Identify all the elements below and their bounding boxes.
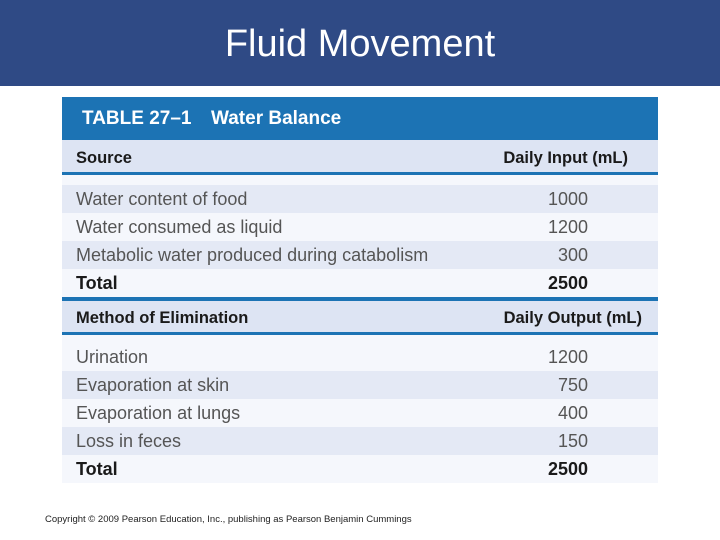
row-value: 1000 bbox=[547, 189, 588, 209]
total-value: 2500 bbox=[547, 273, 588, 293]
row-value: 750 bbox=[557, 375, 588, 395]
table-header: TABLE 27–1 Water Balance bbox=[62, 97, 658, 140]
row-value: 1200 bbox=[547, 347, 588, 367]
input-col-source: Source bbox=[76, 149, 132, 167]
row-value: 300 bbox=[557, 245, 588, 265]
row-label: Evaporation at skin bbox=[76, 375, 230, 395]
total-row: Total 2500 bbox=[62, 455, 658, 483]
output-col-value: Daily Output (mL) bbox=[503, 309, 642, 327]
spacer-row bbox=[62, 335, 658, 345]
table-number: TABLE 27–1 bbox=[82, 108, 192, 129]
copyright-text: Copyright © 2009 Pearson Education, Inc.… bbox=[45, 514, 412, 525]
table-name: Water Balance bbox=[211, 108, 342, 129]
table-row: Water consumed as liquid 1200 bbox=[62, 213, 658, 241]
total-row: Total 2500 bbox=[62, 269, 658, 297]
input-col-value: Daily Input (mL) bbox=[503, 149, 628, 167]
total-label: Total bbox=[76, 459, 118, 479]
row-value: 1200 bbox=[547, 217, 588, 237]
title-bar bbox=[0, 0, 720, 86]
water-balance-table: TABLE 27–1 Water Balance Source Daily In… bbox=[62, 97, 658, 491]
total-value: 2500 bbox=[547, 459, 588, 479]
row-label: Metabolic water produced during cataboli… bbox=[76, 245, 429, 265]
row-label: Water content of food bbox=[76, 189, 248, 209]
output-col-source: Method of Elimination bbox=[76, 309, 249, 327]
table-row: Urination 1200 bbox=[62, 343, 658, 371]
input-column-header: Source Daily Input (mL) bbox=[62, 140, 658, 175]
table-row: Loss in feces 150 bbox=[62, 427, 658, 455]
total-label: Total bbox=[76, 273, 118, 293]
output-column-header: Method of Elimination Daily Output (mL) bbox=[62, 297, 658, 335]
spacer-row bbox=[62, 175, 658, 185]
row-label: Water consumed as liquid bbox=[76, 217, 283, 237]
slide-title: Fluid Movement bbox=[224, 23, 496, 65]
row-value: 150 bbox=[557, 431, 588, 451]
row-label: Loss in feces bbox=[76, 431, 182, 451]
row-label: Evaporation at lungs bbox=[76, 403, 241, 423]
table-row: Evaporation at skin 750 bbox=[62, 371, 658, 399]
table-row: Evaporation at lungs 400 bbox=[62, 399, 658, 427]
row-value: 400 bbox=[557, 403, 588, 423]
table-row: Metabolic water produced during cataboli… bbox=[62, 241, 658, 269]
row-label: Urination bbox=[76, 347, 149, 367]
table-row: Water content of food 1000 bbox=[62, 185, 658, 213]
